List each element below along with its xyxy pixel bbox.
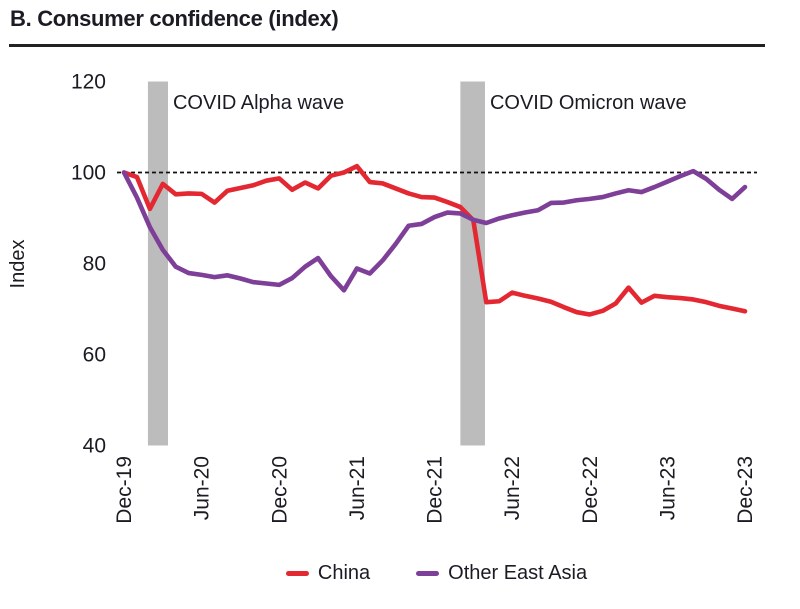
y-tick-label: 60	[83, 344, 106, 367]
y-tick-label: 100	[71, 162, 106, 185]
x-tick-label: Dec-20	[268, 456, 291, 524]
x-tick-label: Dec-19	[113, 456, 136, 524]
x-tick-label: Dec-21	[424, 456, 447, 524]
other-east-asia-line-swatch	[416, 570, 440, 576]
y-tick-label: 80	[83, 253, 106, 276]
series-line-china	[121, 163, 748, 317]
y-axis-title: Index	[7, 240, 29, 289]
legend: China Other East Asia	[118, 556, 755, 590]
x-tick-label: Jun-21	[346, 456, 369, 520]
x-tick-label: Dec-22	[579, 456, 602, 524]
band-annotation: COVID Omicron wave	[490, 92, 687, 114]
x-tick-label: Jun-23	[656, 456, 679, 520]
x-tick-label: Jun-22	[501, 456, 524, 520]
y-tick-label: 120	[71, 71, 106, 94]
legend-item-china: China	[285, 561, 371, 585]
panel-title: B. Consumer confidence (index)	[10, 6, 339, 31]
band-annotation: COVID Alpha wave	[173, 92, 344, 114]
x-tick-label: Jun-20	[191, 456, 214, 520]
covid-band	[147, 81, 168, 446]
legend-item-other-east-asia: Other East Asia	[416, 562, 587, 585]
legend-label-china: China	[317, 561, 371, 584]
x-tick-label: Dec-23	[734, 456, 757, 524]
series-line-other-east-asia	[121, 168, 748, 293]
title-rule	[9, 44, 765, 47]
china-line-swatch	[285, 570, 309, 576]
y-tick-label: 40	[83, 435, 106, 458]
legend-label-other-east-asia: Other East Asia	[448, 561, 588, 584]
